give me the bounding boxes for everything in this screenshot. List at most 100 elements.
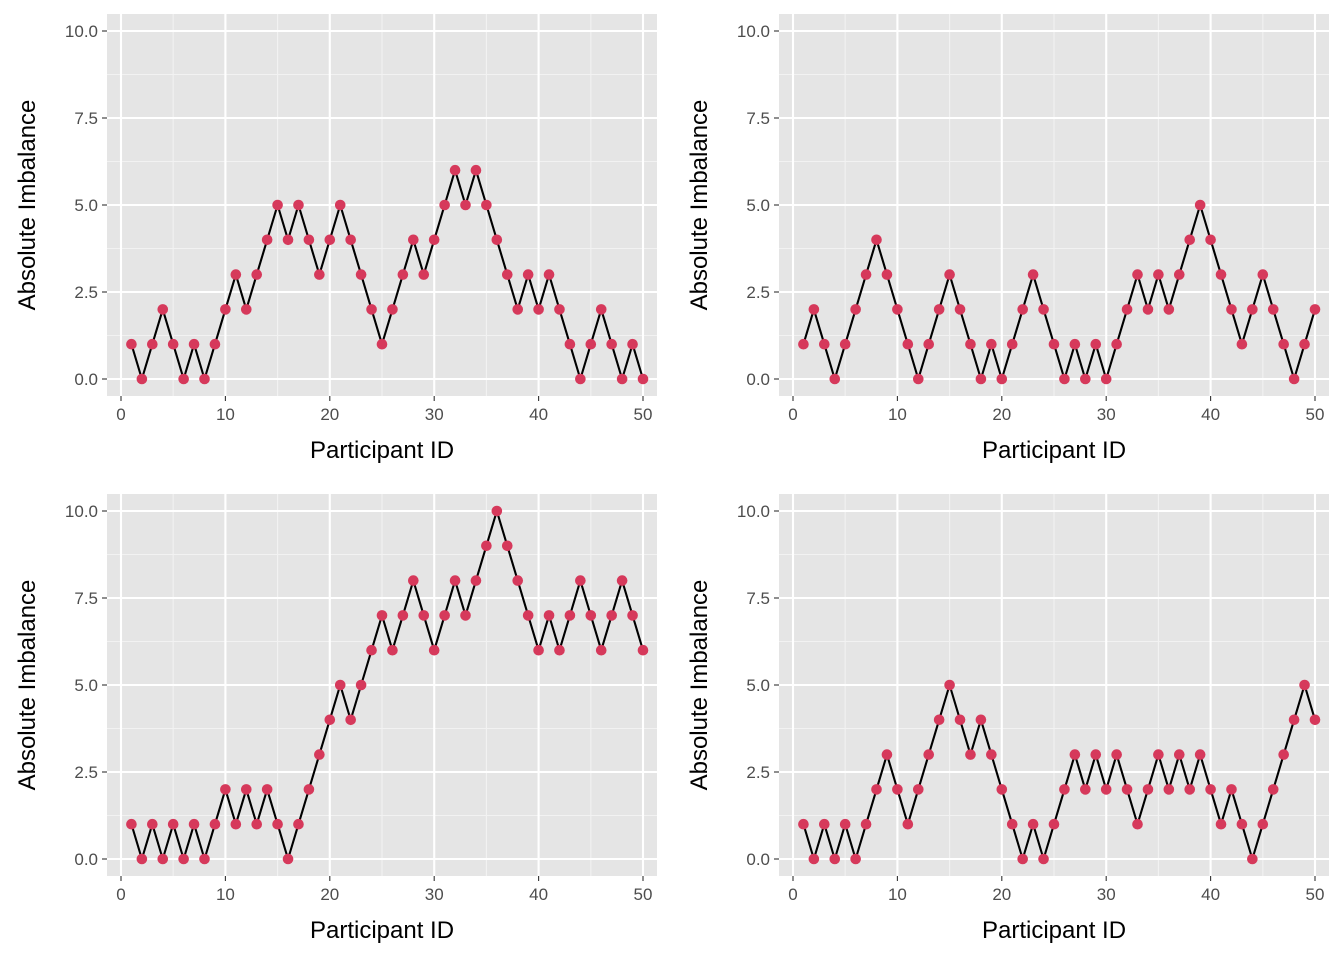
- x-tick-label: 20: [320, 885, 339, 904]
- data-point: [491, 234, 503, 246]
- data-point: [1184, 234, 1196, 246]
- data-point: [860, 818, 872, 830]
- data-point: [627, 610, 638, 621]
- x-tick-label: 20: [320, 405, 339, 424]
- x-tick-label: 40: [1201, 405, 1220, 424]
- data-point: [1059, 373, 1070, 385]
- data-point: [188, 338, 200, 350]
- data-point: [1080, 373, 1091, 385]
- data-point: [1142, 304, 1154, 315]
- data-point: [986, 338, 997, 350]
- data-point: [282, 853, 294, 865]
- data-point: [293, 199, 304, 211]
- data-point: [881, 269, 893, 280]
- data-point: [798, 338, 809, 350]
- data-point: [460, 199, 471, 211]
- data-point: [1215, 269, 1227, 280]
- data-point: [188, 818, 200, 830]
- data-point: [324, 714, 336, 726]
- data-point: [408, 234, 419, 246]
- data-point: [954, 304, 966, 315]
- data-point: [637, 373, 649, 385]
- data-point: [1153, 749, 1164, 760]
- data-point: [564, 338, 576, 350]
- data-point: [902, 338, 914, 350]
- data-point: [996, 784, 1008, 795]
- data-point: [965, 338, 976, 350]
- data-point: [1048, 818, 1060, 830]
- data-point: [1226, 784, 1237, 795]
- data-point: [209, 338, 221, 350]
- data-point: [167, 338, 179, 350]
- y-tick-label: 2.5: [746, 763, 770, 782]
- x-tick-label: 10: [888, 885, 907, 904]
- y-tick-label: 7.5: [74, 109, 98, 128]
- data-point: [871, 234, 882, 246]
- data-point: [1236, 818, 1248, 830]
- data-point: [460, 610, 471, 621]
- data-point: [871, 784, 882, 795]
- data-point: [1184, 784, 1196, 795]
- data-point: [912, 784, 924, 795]
- data-point: [439, 610, 450, 621]
- data-point: [272, 199, 283, 211]
- data-point: [1121, 304, 1133, 315]
- y-tick-label: 0.0: [74, 850, 98, 869]
- data-point: [157, 304, 169, 315]
- data-point: [1027, 269, 1039, 280]
- x-axis-title: Participant ID: [310, 437, 454, 464]
- x-tick-label: 50: [634, 885, 653, 904]
- y-tick-label: 0.0: [746, 370, 770, 389]
- data-point: [491, 505, 503, 517]
- x-tick-label: 0: [116, 885, 125, 904]
- data-point: [1309, 304, 1321, 315]
- data-point: [543, 610, 555, 621]
- data-point: [1288, 714, 1300, 726]
- data-point: [881, 749, 893, 760]
- data-point: [522, 269, 534, 280]
- data-point: [272, 818, 283, 830]
- data-point: [1038, 304, 1049, 315]
- data-point: [1090, 338, 1102, 350]
- data-point: [1194, 199, 1206, 211]
- data-point: [829, 373, 841, 385]
- data-point: [220, 304, 231, 315]
- data-point: [314, 749, 325, 760]
- chart-panel-4: 0 10 20 30 40 50 0.0 2.5 5.0 7.5 10.0 Participant I…: [686, 494, 1329, 944]
- x-tick-label: 20: [992, 405, 1011, 424]
- data-point: [408, 575, 419, 586]
- x-tick-label: 40: [529, 405, 548, 424]
- data-point: [1205, 234, 1216, 246]
- chart-panel-3: 0 10 20 30 40 50 0.0 2.5 5.0 7.5 10.0 Participant I…: [14, 494, 657, 944]
- data-point: [892, 784, 903, 795]
- data-point: [334, 199, 346, 211]
- data-point: [533, 644, 544, 656]
- data-point: [1017, 853, 1028, 865]
- data-point: [595, 644, 607, 656]
- data-point: [512, 575, 524, 586]
- y-tick-label: 7.5: [74, 589, 98, 608]
- data-point: [912, 373, 924, 385]
- data-point: [428, 644, 440, 656]
- data-point: [533, 304, 544, 315]
- data-point: [220, 784, 231, 795]
- data-point: [1017, 304, 1028, 315]
- data-point: [126, 818, 137, 830]
- data-point: [1090, 749, 1102, 760]
- y-tick-label: 5.0: [746, 676, 770, 695]
- y-axis-title: Absolute Imbalance: [14, 580, 41, 791]
- data-point: [996, 373, 1008, 385]
- data-point: [1163, 784, 1175, 795]
- data-point: [902, 818, 914, 830]
- data-point: [954, 714, 966, 726]
- data-point: [860, 269, 872, 280]
- data-point: [819, 818, 830, 830]
- data-point: [1194, 749, 1206, 760]
- data-point: [923, 338, 935, 350]
- data-point: [944, 269, 955, 280]
- chart-panel-2: 0 10 20 30 40 50 0.0 2.5 5.0 7.5 10.0 Participant I…: [686, 14, 1329, 464]
- x-tick-label: 50: [1306, 885, 1325, 904]
- data-point: [1288, 373, 1300, 385]
- data-point: [230, 818, 242, 830]
- data-point: [965, 749, 976, 760]
